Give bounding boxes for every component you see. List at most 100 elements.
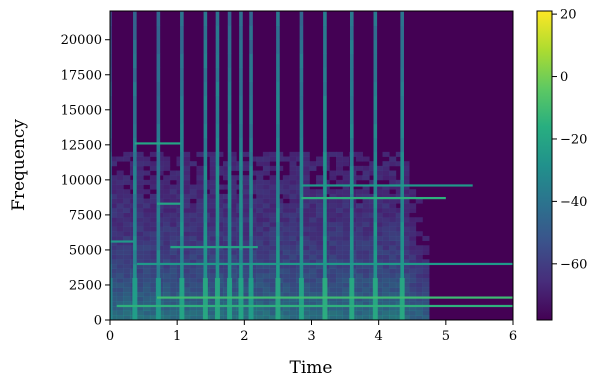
y-tick-label: 0 [94,314,102,329]
spectrogram-cell [269,198,277,204]
spectrogram-cell [375,193,383,199]
onset-segment [400,53,404,69]
spectrogram-cell [169,259,177,265]
colorbar-tick-label: −60 [560,257,587,272]
spectrogram-cell [110,189,118,195]
spectrogram-cell [316,315,324,320]
spectrogram-cell [183,184,191,190]
onset-segment [133,221,137,237]
spectrogram-cell [116,291,124,298]
spectrogram-cell [249,203,257,209]
onset-segment [276,221,280,237]
spectrogram-cell [256,235,264,241]
spectrogram-cell [415,217,423,223]
spectrogram-cell [342,212,350,218]
spectrogram-cell [229,305,237,312]
spectrogram-cell [362,273,370,279]
spectrogram-cell [302,156,310,162]
spectrogram-cell [176,249,184,255]
spectrogram-cell [302,221,310,227]
spectrogram-cell [229,207,237,213]
spectrogram-cell [123,203,131,209]
spectrogram-cell [110,259,118,265]
spectrogram-cell [262,296,270,302]
onset-segment [156,193,161,209]
spectrogram-cell [222,277,231,284]
spectrogram-cell [242,259,250,265]
spectrogram-cell [149,301,157,307]
spectrogram-cell [362,212,370,218]
spectrogram-cell [355,203,363,209]
spectrogram-cell [375,291,383,298]
spectrogram-cell [375,165,383,171]
spectrogram-cell [355,231,363,237]
spectrogram-cell [229,203,237,209]
spectrogram-cell [302,296,310,302]
spectrogram-cell [149,235,157,241]
spectrogram-cell [149,217,157,223]
spectrogram-cell [342,315,350,320]
spectrogram-cell [143,226,151,232]
spectrogram-cell [222,305,231,312]
spectrogram-cell [256,207,264,213]
onset-segment [156,263,161,279]
spectrogram-cell [369,207,377,213]
spectrogram-cell [415,259,423,265]
spectrogram-cell [216,207,224,213]
spectrogram-cell [196,189,204,195]
onset-segment [276,81,280,97]
onset-segment [203,53,208,69]
spectrogram-cell [375,221,383,227]
spectrogram-cell [149,184,157,190]
spectrogram-cell [189,301,197,307]
spectrogram-cell [209,203,217,209]
onset-segment [350,95,354,111]
spectrogram-cell [196,310,204,316]
spectrogram-cell [395,231,403,237]
spectrogram-cell [389,240,397,246]
spectrogram-cell [262,263,270,270]
spectrogram-cell [335,161,344,167]
spectrogram-cell [395,221,403,227]
spectrogram-cell [209,217,217,223]
spectrogram-cell [375,301,383,307]
spectrogram-cell [382,301,390,307]
spectrogram-cell [189,273,197,279]
spectrogram-cell [262,189,270,195]
onset-segment [110,39,112,55]
spectrogram-cell [355,305,363,312]
spectrogram-cell [369,291,377,298]
onset-segment [249,151,253,167]
spectrogram-cell [136,277,144,284]
spectrogram-cell [143,240,151,246]
spectrogram-cell [389,254,397,260]
spectrogram-cell [249,226,257,232]
spectrogram-cell [256,170,264,176]
spectrogram-cell [329,212,337,218]
spectrogram-cell [136,310,144,316]
note-onset-streak [322,11,328,320]
spectrogram-cell [229,231,237,237]
spectrogram-cell [149,296,157,302]
spectrogram-cell [116,221,124,227]
spectrogram-cell [216,198,224,204]
spectrogram-cell [289,259,297,265]
spectrogram-cell [229,165,237,171]
spectrogram-cell [116,207,124,213]
spectrogram-cell [302,189,310,195]
spectrogram-cell [355,235,363,241]
spectrogram-cell [183,291,191,298]
spectrogram-cell [222,240,231,246]
onset-segment [239,95,243,111]
spectrogram-cell [256,245,264,251]
onset-segment [323,193,327,209]
onset-segment [249,25,253,41]
spectrogram-cell [169,310,177,316]
spectrogram-cell [183,226,191,232]
spectrogram-cell [282,175,290,181]
spectrogram-cell [183,198,191,204]
spectrogram-cell [335,217,344,223]
spectrogram-cell [335,170,344,176]
colorbar-tick-label: −20 [560,132,587,147]
colorbar-tick-label: 20 [560,8,577,23]
